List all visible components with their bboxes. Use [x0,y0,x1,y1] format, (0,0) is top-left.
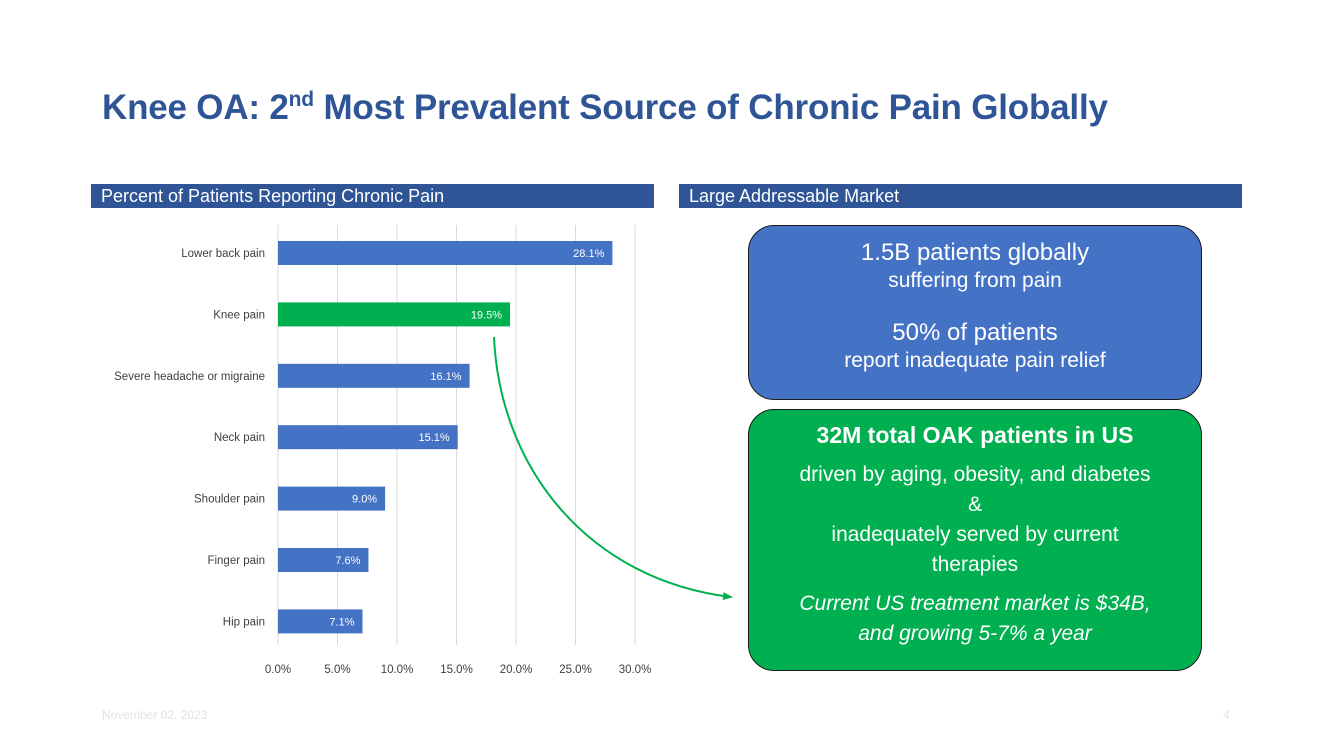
bar [278,241,613,265]
slide-date: November 02, 2023 [102,708,208,722]
data-label: 7.6% [335,555,360,567]
title-prefix: Knee OA: 2 [102,88,289,127]
bar [278,302,511,327]
category-label: Lower back pain [181,248,265,260]
category-label: Shoulder pain [194,494,265,506]
inadequate-relief-desc: report inadequate pain relief [844,349,1106,372]
data-label: 16.1% [430,371,461,383]
data-label: 9.0% [352,494,377,506]
category-label: Finger pain [207,555,265,567]
category-label: Neck pain [214,432,265,444]
x-tick-label: 10.0% [381,664,414,676]
market-panel-header: Large Addressable Market [679,184,1242,208]
inadequate-relief-stat: 50% of patients [892,319,1058,346]
global-patients-desc: suffering from pain [888,269,1062,292]
bar [278,363,470,388]
title-superscript: nd [288,88,314,111]
x-tick-label: 15.0% [440,664,473,676]
x-tick-label: 30.0% [619,664,652,676]
oak-underserved-text: inadequately served by current therapies [831,523,1119,576]
bar [278,486,386,511]
us-oak-patients-box: 32M total OAK patients in US driven by a… [748,409,1202,671]
global-patients-box: 1.5B patients globally suffering from pa… [748,225,1202,400]
us-oak-headline: 32M total OAK patients in US [816,422,1134,448]
oak-ampersand: & [967,493,982,516]
title-suffix: Most Prevalent Source of Chronic Pain Gl… [313,88,1108,127]
x-tick-label: 0.0% [265,664,291,676]
page-number: 4 [1223,708,1230,722]
oak-drivers-text: driven by aging, obesity, and diabetes [799,463,1151,486]
slide-title: Knee OA: 2nd Most Prevalent Source of Ch… [102,88,1108,128]
chart-panel-header: Percent of Patients Reporting Chronic Pa… [91,184,654,208]
chronic-pain-bar-chart: 0.0% 5.0% 10.0% 15.0% 20.0% 25.0% 30.0% Lower b… [114,225,652,676]
x-tick-label: 20.0% [500,664,533,676]
data-label: 19.5% [471,309,502,321]
bar [278,609,363,634]
global-patients-stat: 1.5B patients globally [860,239,1090,266]
data-label: 15.1% [418,432,449,444]
x-tick-label: 25.0% [559,664,592,676]
category-label: Hip pain [223,616,265,628]
bar [278,548,369,572]
category-label: Severe headache or migraine [114,371,265,383]
market-growth-text: and growing 5-7% a year [858,622,1092,645]
data-label: 28.1% [573,248,604,260]
category-label: Knee pain [213,309,265,321]
data-label: 7.1% [329,616,354,628]
bar [278,425,458,450]
x-tick-label: 5.0% [324,664,350,676]
market-size-text: Current US treatment market is $34B, [799,592,1151,615]
